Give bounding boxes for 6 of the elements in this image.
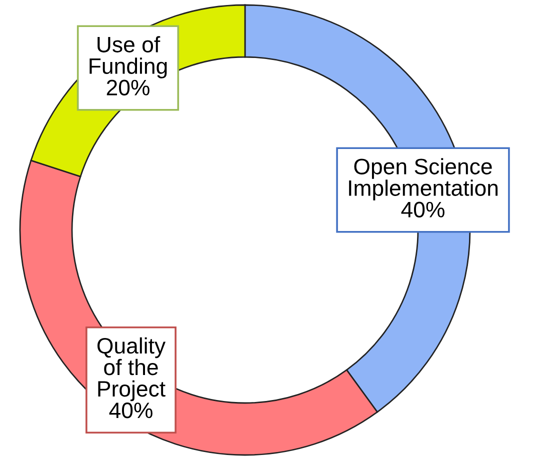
data-label: 40% bbox=[401, 202, 444, 218]
slice-label: Use of Funding bbox=[90, 36, 167, 78]
data-label: 20% bbox=[106, 80, 150, 96]
slice-label: Open Science Implementation bbox=[349, 158, 498, 200]
slice-label: Quality of the Project bbox=[97, 337, 166, 402]
data-label: 40% bbox=[109, 402, 152, 418]
